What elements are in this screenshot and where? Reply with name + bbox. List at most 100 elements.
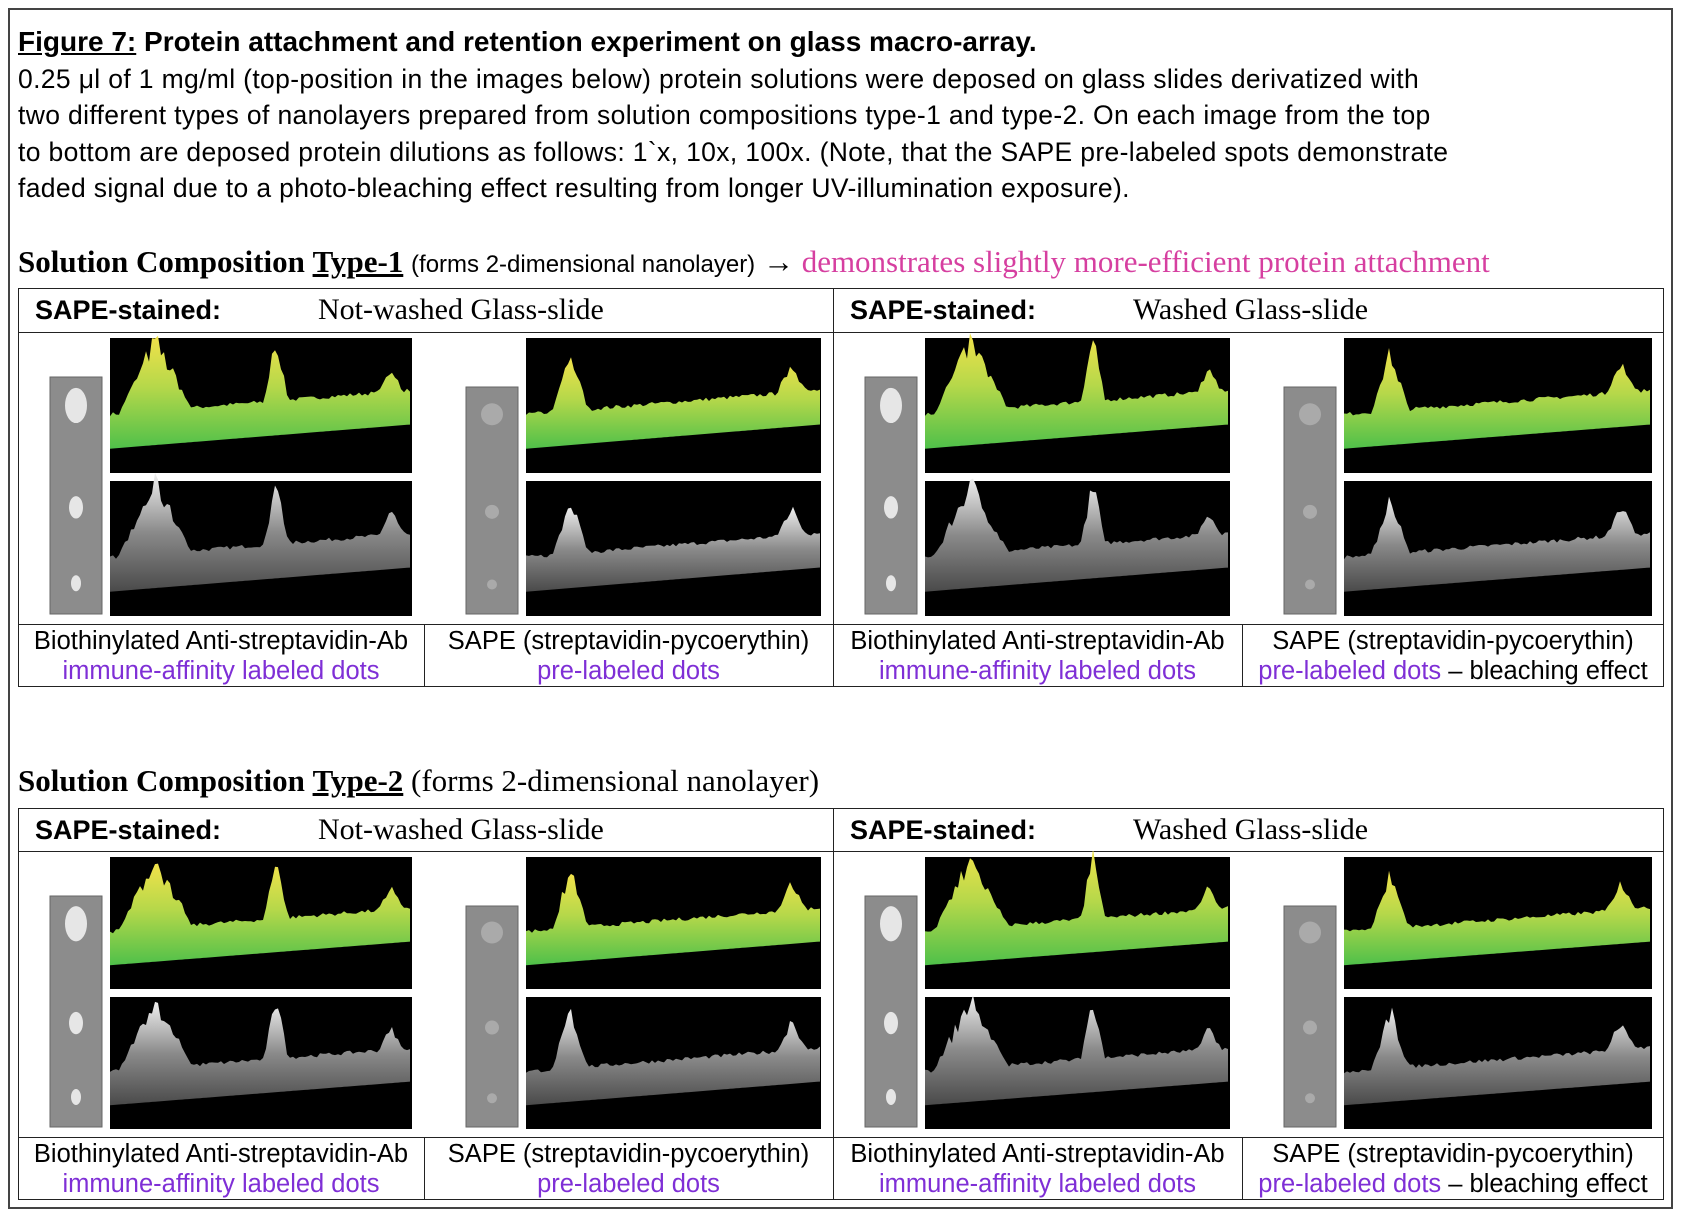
caption-cell: Biothinylated Anti-streptavidin-Ab immune… xyxy=(833,1139,1242,1199)
header-label: SAPE-stained: xyxy=(35,295,222,325)
section-heading: Solution Composition Type-2 (forms 2-dim… xyxy=(18,763,819,799)
image-group xyxy=(864,851,1230,1129)
header-label: SAPE-stained: xyxy=(850,295,1037,325)
caption-line2: pre-labeled dots xyxy=(1258,657,1442,685)
slide-dot xyxy=(1305,1093,1315,1104)
terrain-surface xyxy=(1344,870,1650,966)
column-rule xyxy=(833,288,834,687)
heading-prefix: Solution Composition xyxy=(18,763,305,798)
column-rule xyxy=(1242,1137,1243,1200)
slide-dot xyxy=(481,403,503,426)
caption-cell: Biothinylated Anti-streptavidin-Ab immune… xyxy=(833,626,1242,686)
caption-line2-row: pre-labeled dots xyxy=(424,1169,833,1199)
slide-dot xyxy=(886,1088,896,1105)
caption-line2: immune-affinity labeled dots xyxy=(878,1170,1197,1198)
image-group xyxy=(1283,857,1652,1129)
heading-paren: (forms 2-dimensional nanolayer) xyxy=(411,251,756,278)
table-frame xyxy=(18,288,1664,687)
caption-line2-row: pre-labeled dots xyxy=(424,656,833,686)
terrain-surface xyxy=(1344,348,1650,449)
caption-line1: Biothinylated Anti-streptavidin-Ab xyxy=(850,1140,1225,1168)
header-condition: Not-washed Glass-slide xyxy=(318,293,604,326)
caption-line: faded signal due to a photo-bleaching ef… xyxy=(18,172,1130,203)
heading-note: demonstrates slightly more-efficient pro… xyxy=(801,244,1490,279)
figure-frame xyxy=(8,8,1673,1209)
caption-cell: SAPE (streptavidin-pycoerythin) pre-label… xyxy=(424,626,833,686)
slide-dot xyxy=(1303,504,1317,519)
caption-line2-row: immune-affinity labeled dots xyxy=(833,1169,1242,1199)
caption-cell: SAPE (streptavidin-pycoerythin) pre-label… xyxy=(1242,1139,1664,1199)
caption-line2: pre-labeled dots xyxy=(537,657,720,685)
caption-rule xyxy=(18,624,1664,625)
image-group xyxy=(1283,338,1652,616)
slide-dot xyxy=(886,575,896,592)
heading-type: Type-1 xyxy=(312,244,404,279)
image-group xyxy=(49,335,412,616)
section-heading: Solution Composition Type-1 (forms 2-dim… xyxy=(18,244,1490,280)
terrain-surface xyxy=(1344,1007,1650,1106)
slide-dot xyxy=(1303,1020,1317,1035)
image-group xyxy=(465,338,821,616)
header-rule xyxy=(18,332,1664,333)
terrain-surface xyxy=(925,851,1228,966)
column-rule xyxy=(833,808,834,1200)
header-condition: Not-washed Glass-slide xyxy=(318,813,604,846)
terrain-surface xyxy=(1344,496,1650,592)
slide-dot xyxy=(71,575,81,592)
caption-line2-row: pre-labeled dots – bleaching effect xyxy=(1242,656,1664,686)
caption-line: 0.25 μl of 1 mg/ml (top-position in the … xyxy=(18,64,1420,94)
heading-type: Type-2 xyxy=(312,763,404,798)
caption-line: two different types of nanolayers prepar… xyxy=(18,100,1431,131)
header-condition: Washed Glass-slide xyxy=(1133,293,1369,326)
column-rule xyxy=(424,624,425,687)
slide-dot xyxy=(1299,403,1321,426)
slide-dot xyxy=(69,1011,83,1035)
caption-line2-row: immune-affinity labeled dots xyxy=(18,1169,424,1199)
slide-dot xyxy=(880,906,902,942)
slide-dot xyxy=(71,1088,81,1105)
caption-line2-row: immune-affinity labeled dots xyxy=(833,656,1242,686)
caption-line2-row: immune-affinity labeled dots xyxy=(18,656,424,686)
caption-line1: SAPE (streptavidin-pycoerythin) xyxy=(447,1140,810,1168)
caption-line1: Biothinylated Anti-streptavidin-Ab xyxy=(33,1140,409,1168)
caption-line2: immune-affinity labeled dots xyxy=(62,657,380,685)
slide-dot xyxy=(880,387,902,424)
terrain-surface xyxy=(526,506,820,592)
image-group xyxy=(465,857,821,1129)
caption-cell: Biothinylated Anti-streptavidin-Ab immune… xyxy=(18,1139,424,1199)
header-label: SAPE-stained: xyxy=(35,815,222,845)
terrain-surface xyxy=(925,994,1228,1106)
slide-dot xyxy=(884,496,898,519)
slide-dot xyxy=(485,504,499,519)
caption-line1: Biothinylated Anti-streptavidin-Ab xyxy=(850,627,1225,655)
terrain-surface xyxy=(925,478,1228,592)
caption-line1: SAPE (streptavidin-pycoerythin) xyxy=(447,627,810,655)
heading-prefix: Solution Composition xyxy=(18,244,305,279)
terrain-surface xyxy=(110,335,410,449)
caption-suffix: – bleaching effect xyxy=(1448,657,1648,685)
caption-line2: pre-labeled dots xyxy=(1258,1170,1442,1198)
caption-cell: Biothinylated Anti-streptavidin-Ab immune… xyxy=(18,626,424,686)
caption-line: to bottom are deposed protein dilutions … xyxy=(18,136,1449,167)
caption-cell: SAPE (streptavidin-pycoerythin) pre-label… xyxy=(424,1139,833,1199)
caption-suffix: – bleaching effect xyxy=(1448,1170,1648,1198)
header-condition: Washed Glass-slide xyxy=(1133,813,1369,846)
figure-title: Protein attachment and retention experim… xyxy=(144,26,1037,57)
slide-dot xyxy=(485,1020,499,1035)
slide-dot xyxy=(884,1011,898,1035)
slide-dot xyxy=(65,906,87,942)
heading-paren: (forms 2-dimensional nanolayer) xyxy=(411,763,820,798)
caption-line2: immune-affinity labeled dots xyxy=(62,1170,380,1198)
header-rule xyxy=(18,851,1664,852)
slide-dot xyxy=(487,579,497,590)
caption-line1: SAPE (streptavidin-pycoerythin) xyxy=(1272,627,1634,655)
slide-dot xyxy=(1299,921,1321,944)
caption-line1: Biothinylated Anti-streptavidin-Ab xyxy=(33,627,409,655)
terrain-surface xyxy=(110,472,410,592)
slide-dot xyxy=(1305,579,1315,590)
terrain-surface xyxy=(526,873,820,966)
caption-line2-row: pre-labeled dots – bleaching effect xyxy=(1242,1169,1664,1199)
slide-dot xyxy=(487,1093,497,1104)
column-rule xyxy=(424,1137,425,1200)
